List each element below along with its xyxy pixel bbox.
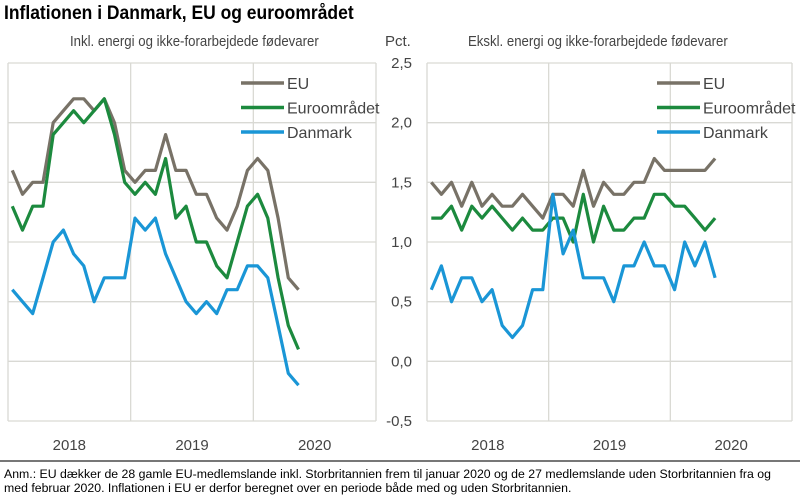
legend-label: Danmark: [703, 125, 769, 142]
right-panel-title: Ekskl. energi og ikke-forarbejdede fødev…: [468, 33, 728, 50]
y-tick-label: -0,5: [386, 413, 412, 430]
legend-label: Danmark: [287, 125, 353, 142]
x-tick-label: 2018: [53, 437, 86, 454]
y-tick-label: 2,5: [391, 55, 412, 72]
x-tick-label: 2019: [175, 437, 208, 454]
divider: [0, 460, 800, 462]
y-unit-label: Pct.: [385, 33, 411, 50]
y-tick-label: 1,0: [391, 234, 412, 251]
x-tick-label: 2018: [471, 437, 504, 454]
footnote: Anm.: EU dækker de 28 gamle EU-medlemsla…: [4, 467, 771, 495]
chart-svg: 2018 2019 2020 EU Euroområdet Danmark 2018 2019…: [7, 55, 796, 454]
y-tick-label: 1,5: [391, 174, 412, 191]
y-tick-label: 0,0: [391, 353, 412, 370]
legend-label: EU: [287, 76, 309, 93]
series-line-Euroområdet: [10, 97, 300, 351]
figure-title: Inflationen i Danmark, EU og euroområdet: [4, 3, 354, 24]
series-line-Danmark: [429, 192, 717, 340]
y-tick-label: 0,5: [391, 294, 412, 311]
x-tick-label: 2019: [593, 437, 626, 454]
y-tick-label: 2,0: [391, 115, 412, 132]
panel-right: 2018 2019 2020 2,5 2,0 1,5 1,0 0,5 0,0 -0,5 EU Euro…: [386, 55, 796, 454]
left-panel-title: Inkl. energi og ikke-forarbejdede fødeva…: [70, 33, 319, 50]
legend-label: EU: [703, 76, 725, 93]
x-tick-label: 2020: [714, 437, 747, 454]
legend-label: Euroområdet: [703, 100, 796, 118]
panel-left: 2018 2019 2020 EU Euroområdet Danmark: [7, 62, 380, 454]
legend-label: Euroområdet: [287, 100, 380, 118]
x-tick-label: 2020: [298, 437, 331, 454]
